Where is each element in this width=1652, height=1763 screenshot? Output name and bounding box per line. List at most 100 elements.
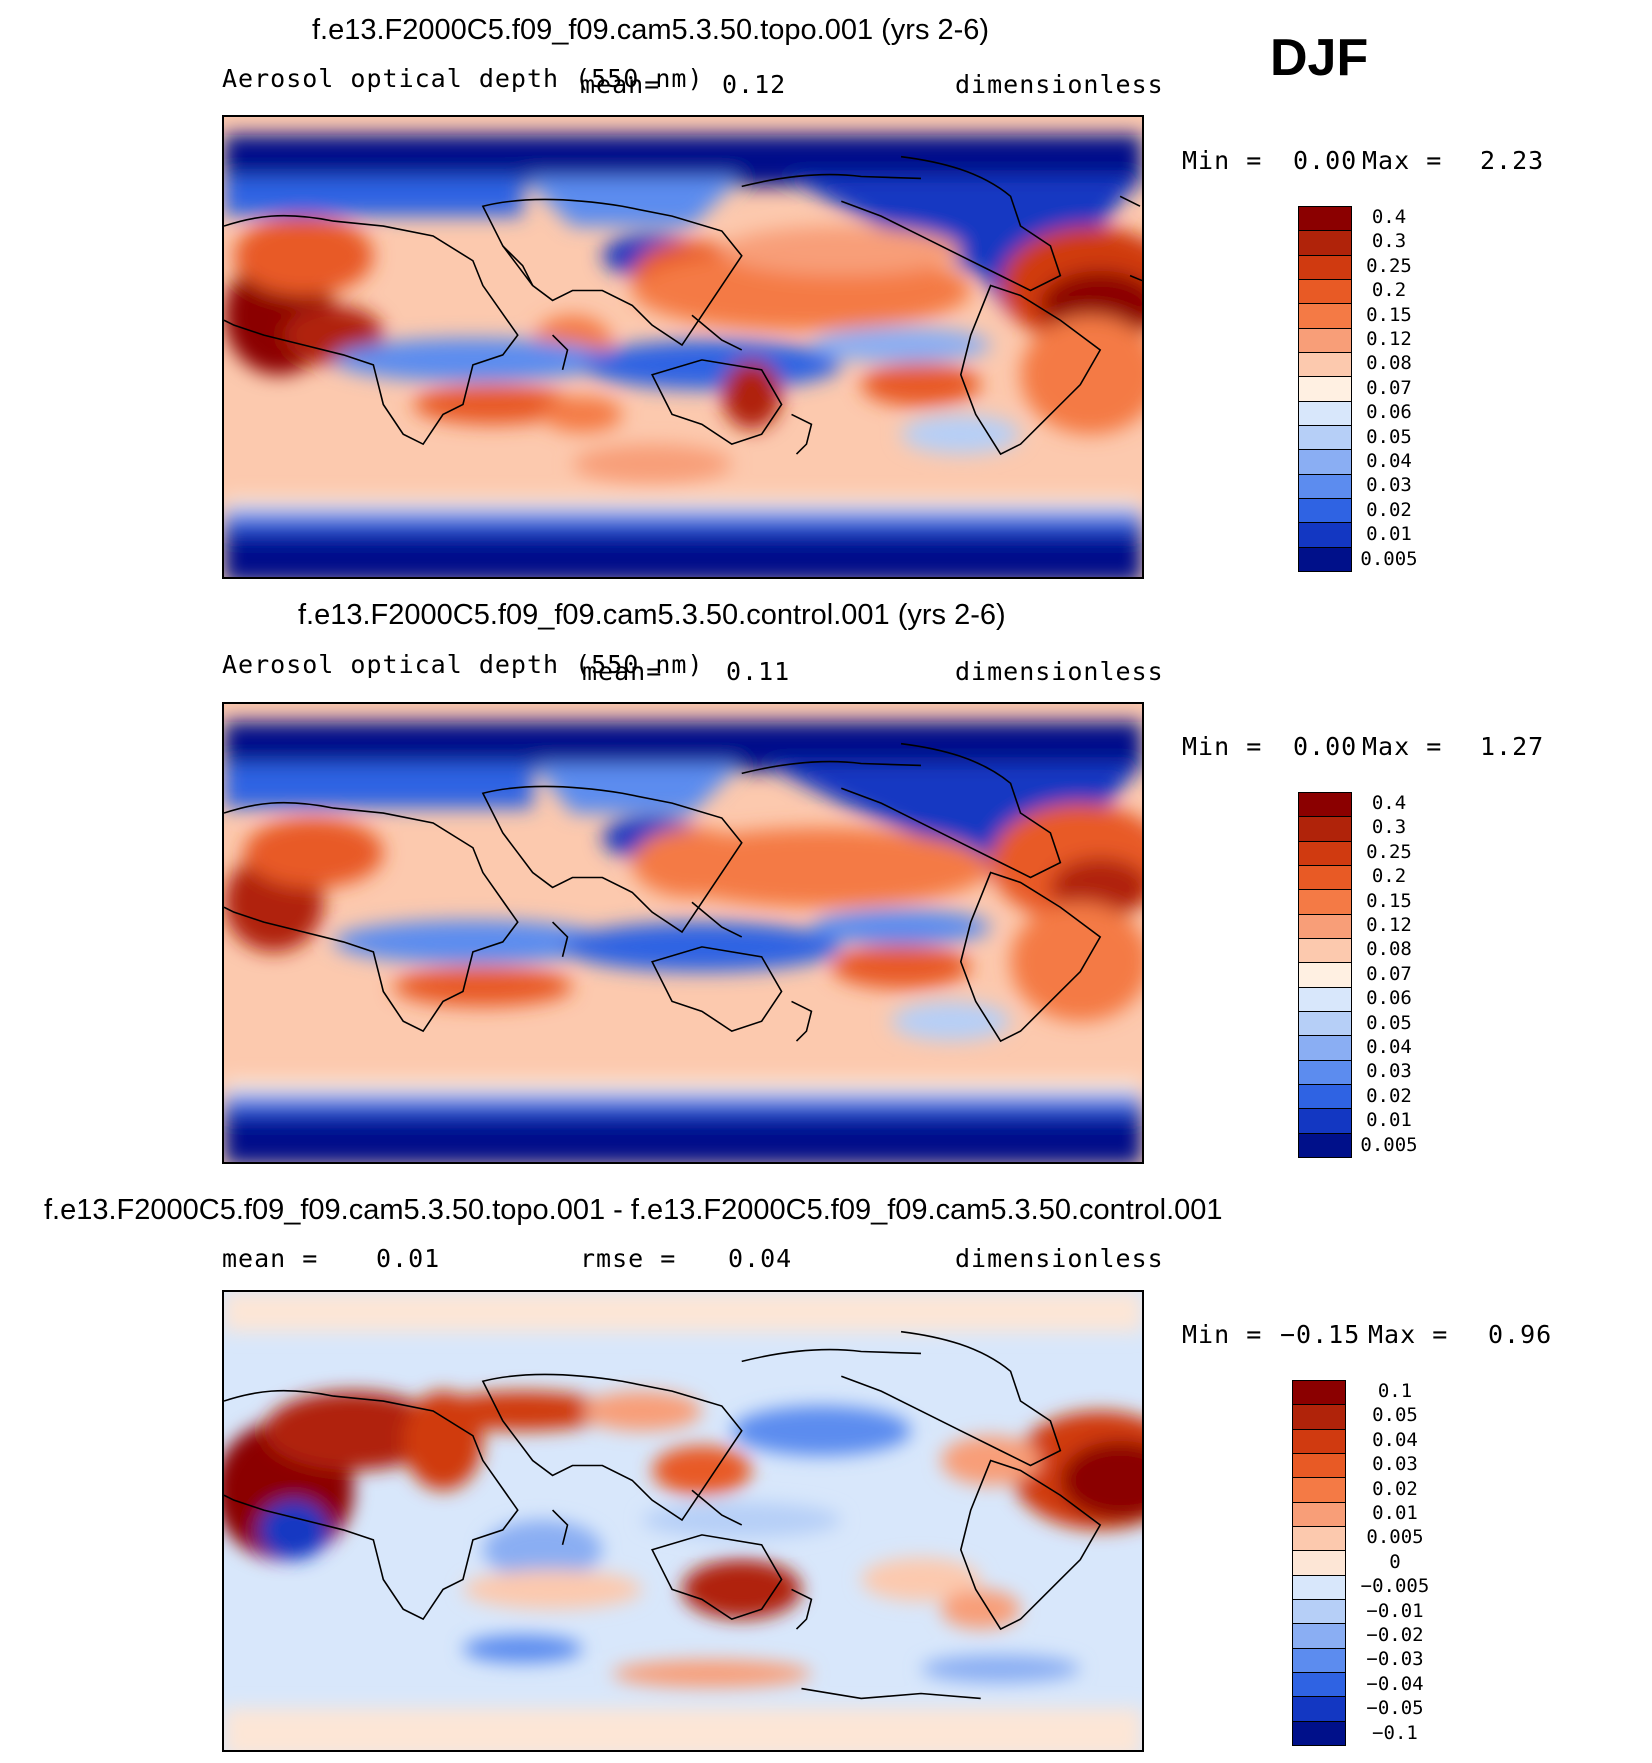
colorbar-label: 0.08: [1366, 352, 1412, 375]
colorbar-label: 0.03: [1366, 474, 1412, 497]
colorbar-swatch: [1293, 1721, 1345, 1745]
colorbar-swatch: [1299, 304, 1351, 329]
colorbar-label: −0.005: [1360, 1575, 1430, 1598]
colorbar-swatch: [1293, 1429, 1345, 1454]
colorbar-swatch: [1299, 450, 1351, 475]
colorbar-label: 0.12: [1366, 327, 1412, 350]
colorbar-label: 0.05: [1366, 425, 1412, 448]
colorbar-swatch: [1299, 547, 1351, 571]
panel-2-title: f.e13.F2000C5.f09_f09.cam5.3.50.control.…: [298, 599, 1006, 631]
colorbar-label: −0.03: [1366, 1648, 1424, 1671]
panel-1-units: dimensionless: [955, 70, 1164, 99]
colorbar-label: 0.2: [1371, 865, 1407, 888]
panel-1-colorbar: [1298, 206, 1352, 572]
colorbar-label: 0.04: [1366, 1035, 1412, 1058]
colorbar-swatch: [1299, 207, 1351, 232]
panel-3-title: f.e13.F2000C5.f09_f09.cam5.3.50.topo.001…: [44, 1194, 1223, 1226]
panel-1-min-value: 0.00: [1293, 146, 1358, 175]
panel-3-colorbar: [1292, 1380, 1346, 1746]
panel-1-map: [222, 115, 1144, 579]
colorbar-label: 0.07: [1366, 962, 1412, 985]
colorbar-label: 0.06: [1366, 987, 1412, 1010]
colorbar-swatch: [1293, 1599, 1345, 1625]
colorbar-label: −0.01: [1366, 1599, 1424, 1622]
colorbar-label: 0.04: [1372, 1428, 1418, 1451]
panel-3-rmse-label: rmse =: [580, 1244, 677, 1273]
colorbar-swatch: [1299, 841, 1351, 866]
colorbar-swatch: [1299, 425, 1351, 451]
colorbar-swatch: [1299, 352, 1351, 378]
colorbar-label: 0.005: [1366, 1526, 1424, 1549]
colorbar-swatch: [1299, 523, 1351, 548]
colorbar-swatch: [1299, 890, 1351, 915]
colorbar-swatch: [1293, 1697, 1345, 1722]
colorbar-label: 0.1: [1377, 1379, 1413, 1402]
colorbar-swatch: [1293, 1405, 1345, 1430]
colorbar-swatch: [1299, 401, 1351, 426]
colorbar-label: 0.05: [1372, 1404, 1418, 1427]
colorbar-swatch: [1299, 865, 1351, 891]
colorbar-swatch: [1299, 1084, 1351, 1110]
colorbar-label: 0.3: [1371, 816, 1407, 839]
colorbar-label: 0.07: [1366, 376, 1412, 399]
colorbar-swatch: [1293, 1648, 1345, 1673]
colorbar-swatch: [1299, 987, 1351, 1012]
colorbar-swatch: [1293, 1453, 1345, 1479]
panel-3-min-value: −0.15: [1280, 1320, 1361, 1349]
panel-3-mean-label: mean =: [222, 1244, 319, 1273]
colorbar-label: 0.03: [1372, 1453, 1418, 1476]
colorbar-label: 0.15: [1366, 303, 1412, 326]
panel-1-max-label: Max =: [1362, 146, 1443, 175]
colorbar-label: 0.02: [1366, 1084, 1412, 1107]
colorbar-label: 0.25: [1366, 840, 1412, 863]
colorbar-label: 0.005: [1360, 547, 1418, 570]
panel-1-min-label: Min =: [1182, 146, 1263, 175]
colorbar-label: 0.03: [1366, 1060, 1412, 1083]
colorbar-label: 0.12: [1366, 913, 1412, 936]
colorbar-swatch: [1299, 328, 1351, 353]
colorbar-label: 0.25: [1366, 254, 1412, 277]
colorbar-label: 0.08: [1366, 938, 1412, 961]
panel-3-units: dimensionless: [955, 1244, 1164, 1273]
colorbar-swatch: [1293, 1624, 1345, 1649]
colorbar-swatch: [1299, 914, 1351, 939]
colorbar-swatch: [1299, 231, 1351, 256]
colorbar-swatch: [1299, 938, 1351, 964]
colorbar-swatch: [1299, 474, 1351, 499]
colorbar-swatch: [1299, 279, 1351, 305]
colorbar-swatch: [1293, 1381, 1345, 1406]
colorbar-swatch: [1299, 793, 1351, 818]
colorbar-label: 0.01: [1372, 1501, 1418, 1524]
colorbar-label: 0.3: [1371, 230, 1407, 253]
colorbar-swatch: [1299, 1036, 1351, 1061]
colorbar-label: 0: [1389, 1550, 1401, 1573]
panel-2-colorbar: [1298, 792, 1352, 1158]
colorbar-label: 0.02: [1366, 498, 1412, 521]
panel-3-max-value: 0.96: [1488, 1320, 1553, 1349]
colorbar-label: 0.04: [1366, 449, 1412, 472]
panel-2-max-value: 1.27: [1480, 732, 1545, 761]
colorbar-swatch: [1299, 817, 1351, 842]
panel-3-mean-value: 0.01: [376, 1244, 441, 1273]
colorbar-swatch: [1299, 1011, 1351, 1037]
colorbar-swatch: [1299, 1109, 1351, 1134]
colorbar-label: 0.005: [1360, 1133, 1418, 1156]
colorbar-label: 0.01: [1366, 1109, 1412, 1132]
colorbar-label: 0.4: [1371, 791, 1407, 814]
colorbar-label: −0.02: [1366, 1623, 1424, 1646]
colorbar-swatch: [1293, 1672, 1345, 1698]
colorbar-label: 0.02: [1372, 1477, 1418, 1500]
colorbar-swatch: [1293, 1551, 1345, 1576]
panel-1-mean-label: mean=: [580, 70, 661, 99]
panel-2-mean-label: mean=: [582, 657, 663, 686]
colorbar-label: 0.06: [1366, 401, 1412, 424]
colorbar-label: 0.15: [1366, 889, 1412, 912]
colorbar-swatch: [1299, 963, 1351, 988]
colorbar-swatch: [1299, 498, 1351, 524]
colorbar-swatch: [1299, 377, 1351, 402]
colorbar-label: −0.04: [1366, 1672, 1424, 1695]
colorbar-label: −0.05: [1366, 1697, 1424, 1720]
panel-2-mean-value: 0.11: [726, 657, 791, 686]
colorbar-label: 0.01: [1366, 523, 1412, 546]
panel-2-variable: Aerosol optical depth (550 nm): [222, 650, 704, 679]
